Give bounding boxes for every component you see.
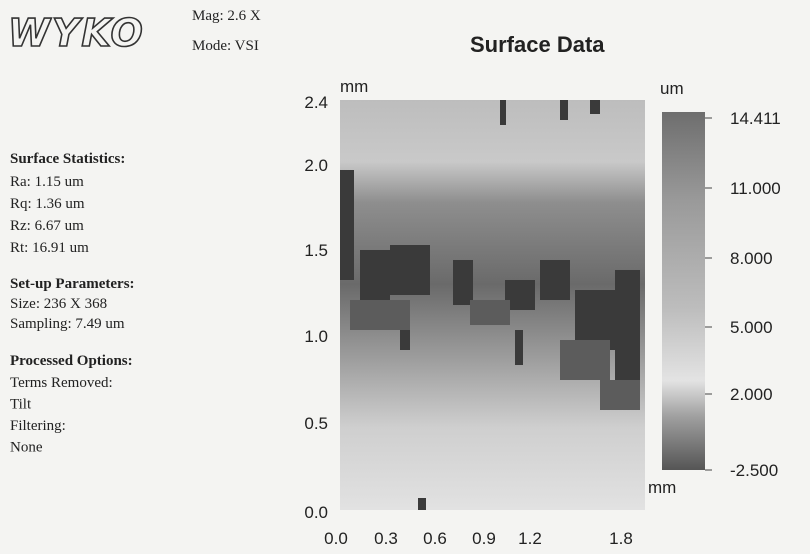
x-label: 0.6 xyxy=(423,529,447,548)
y-label: 2.4 xyxy=(304,93,328,112)
surface-texture xyxy=(350,300,640,410)
x-unit: mm xyxy=(648,478,676,497)
options: Terms Removed: Tilt Filtering: None xyxy=(10,375,113,456)
colorbar-unit: um xyxy=(660,79,684,98)
item: Terms Removed: xyxy=(10,375,113,391)
logo: WYKO xyxy=(8,11,145,55)
colorbar-label: 8.000 xyxy=(730,249,773,268)
y-label: 1.0 xyxy=(304,327,328,346)
mag: Mag: 2.6 X xyxy=(192,8,261,24)
y-label: 0.5 xyxy=(304,414,328,433)
colorbar-labels: 14.411 11.000 8.000 5.000 2.000 -2.500 xyxy=(705,109,781,480)
setup: Size: 236 X 368 Sampling: 7.49 um xyxy=(10,296,125,332)
x-label: 1.8 xyxy=(609,529,633,548)
colorbar xyxy=(662,112,705,470)
item: Ra: 1.15 um xyxy=(10,174,84,190)
x-label: 0.3 xyxy=(374,529,398,548)
x-labels: 0.0 0.3 0.6 0.9 1.2 1.8 xyxy=(324,529,633,548)
y-unit: mm xyxy=(340,77,368,96)
title: Surface Data xyxy=(470,32,605,57)
colorbar-label: -2.500 xyxy=(730,461,778,480)
item: Tilt xyxy=(10,397,32,413)
y-labels: 2.4 2.0 1.5 1.0 0.5 0.0 xyxy=(304,93,328,522)
item: Size: 236 X 368 xyxy=(10,296,107,312)
statistics: Ra: 1.15 um Rq: 1.36 um Rz: 6.67 um Rt: 16.… xyxy=(10,174,89,256)
item: Sampling: 7.49 um xyxy=(10,316,125,332)
item: Rt: 16.91 um xyxy=(10,240,89,256)
options-heading: Processed Options: xyxy=(10,353,133,369)
item: Rz: 6.67 um xyxy=(10,218,84,234)
item: None xyxy=(10,440,43,456)
y-label: 2.0 xyxy=(304,156,328,175)
statistics-heading: Surface Statistics: xyxy=(10,151,125,167)
item: Rq: 1.36 um xyxy=(10,196,85,212)
surface-texture xyxy=(340,100,640,510)
setup-heading: Set-up Parameters: xyxy=(10,276,135,292)
x-label: 0.0 xyxy=(324,529,348,548)
y-label: 1.5 xyxy=(304,241,328,260)
mode: Mode: VSI xyxy=(192,38,259,54)
item: Filtering: xyxy=(10,418,66,434)
colorbar-label: 5.000 xyxy=(730,318,773,337)
y-label: 0.0 xyxy=(304,503,328,522)
x-label: 1.2 xyxy=(518,529,542,548)
x-label: 0.9 xyxy=(472,529,496,548)
colorbar-label: 2.000 xyxy=(730,385,773,404)
colorbar-label: 11.000 xyxy=(730,179,781,198)
colorbar-label: 14.411 xyxy=(730,109,781,128)
